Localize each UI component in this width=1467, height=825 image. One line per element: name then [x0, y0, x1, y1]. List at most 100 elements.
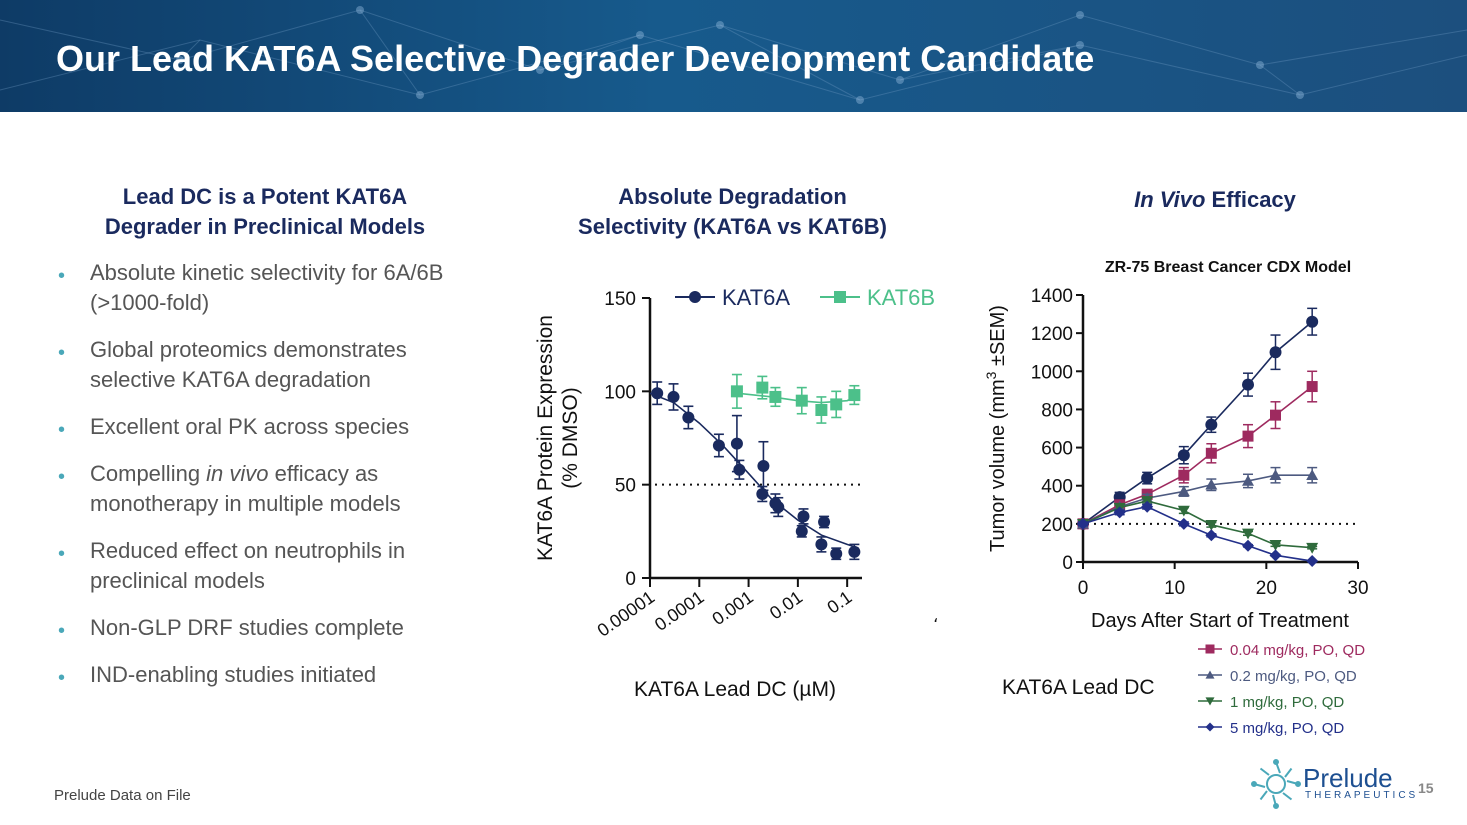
data-point-series-3: [1177, 505, 1190, 517]
right-heading: In Vivo Efficacy: [1050, 185, 1380, 215]
data-point-kat6b: [769, 390, 782, 403]
data-point-series-1: [1178, 469, 1190, 481]
x-tick-label: 0.01: [766, 587, 806, 623]
bullet-item: • Compelling in vivo efficacy as monother…: [58, 459, 478, 519]
data-point-series-0: [1242, 378, 1254, 391]
y-tick-label: 200: [1041, 515, 1073, 536]
y-tick-label: 100: [604, 382, 636, 403]
network-pattern-decoration: [0, 6, 1467, 104]
data-point-kat6a: [848, 545, 861, 558]
data-point-kat6a: [651, 387, 664, 400]
y-axis-label: KAT6A Protein Expression: [534, 315, 557, 561]
legend-label-kat6a: KAT6A: [722, 285, 790, 310]
legend-marker-1: [1205, 644, 1215, 654]
data-point-series-0: [1306, 315, 1319, 328]
x-axis-label: Days After Start of Treatment: [1091, 610, 1349, 632]
data-point-series-2: [1269, 469, 1282, 481]
data-point-kat6a: [815, 538, 828, 551]
data-point-kat6a: [682, 411, 695, 424]
page-number: 15: [1418, 780, 1434, 796]
data-point-kat6a: [795, 525, 808, 538]
bullet-item: • Global proteomics demonstrates selectiv…: [58, 335, 478, 395]
data-point-kat6b: [795, 394, 808, 407]
bullet-text: Global proteomics demonstrates selective…: [90, 337, 407, 392]
in-vivo-efficacy-chart: ZR-75 Breast Cancer CDX Model02004006008…: [983, 259, 1369, 737]
y-tick-label: 50: [615, 476, 636, 497]
data-point-kat6a: [667, 390, 680, 403]
y-tick-label: 1000: [1031, 362, 1073, 383]
data-point-series-2: [1205, 478, 1218, 490]
middle-heading-line1: Absolute Degradation: [618, 184, 847, 209]
left-heading-line2: Degrader in Preclinical Models: [104, 214, 426, 239]
data-point-kat6b: [756, 381, 769, 394]
chart-title: ZR-75 Breast Cancer CDX Model: [1105, 259, 1351, 276]
legend-label-4: 5 mg/kg, PO, QD: [1230, 720, 1344, 737]
y-tick-label: 0: [1062, 553, 1073, 574]
data-point-kat6b: [830, 398, 843, 411]
bullet-item: • Excellent oral PK across species: [58, 412, 478, 442]
data-point-kat6a: [733, 463, 746, 476]
data-point-series-2: [1177, 485, 1190, 497]
y-axis-label-units: (% DMSO): [559, 387, 582, 489]
data-point-kat6a: [757, 460, 770, 472]
data-point-kat6b: [730, 385, 743, 398]
bullet-text: IND-enabling studies initiated: [90, 662, 377, 687]
data-point-series-4: [1113, 506, 1126, 519]
x-tick-label: 0.001: [709, 587, 757, 629]
data-point-series-0: [1177, 449, 1190, 462]
legend-marker-4: [1205, 722, 1215, 732]
data-point-series-2: [1306, 469, 1319, 481]
y-tick-label: 600: [1041, 439, 1073, 460]
x-tick-label: 20: [1256, 578, 1277, 599]
data-point-kat6a: [730, 437, 743, 450]
footnote: Prelude Data on File: [54, 787, 191, 804]
data-point-series-4: [1242, 539, 1254, 552]
data-point-series-3: [1306, 542, 1319, 554]
x-axis-label: KAT6A Lead DC (µM): [634, 678, 836, 701]
bullet-item: • Non-GLP DRF studies complete: [58, 613, 478, 643]
x-tick-label: 30: [1347, 578, 1368, 599]
bullet-dot-icon: •: [58, 667, 66, 689]
data-point-kat6a: [830, 547, 843, 560]
stray-mark: ،: [933, 609, 938, 626]
bullet-dot-icon: •: [58, 419, 66, 441]
middle-heading: Absolute Degradation Selectivity (KAT6A …: [540, 182, 925, 242]
data-point-kat6b: [848, 389, 861, 402]
y-axis-label-main: Tumor volume (mm: [987, 379, 1009, 552]
bullet-dot-icon: •: [58, 543, 66, 565]
y-tick-label: 800: [1041, 400, 1073, 421]
x-tick-label: 0.00001: [594, 587, 659, 641]
legend-marker-2: [1205, 670, 1215, 679]
y-tick-label: 0: [625, 569, 636, 590]
data-point-kat6a: [712, 439, 725, 452]
x-tick-label: 0.0001: [651, 587, 708, 635]
bullet-text-tail: efficacy as monotherapy in multiple mode…: [90, 461, 401, 516]
prelude-logo-icon: [1251, 759, 1301, 809]
left-heading-line1: Lead DC is a Potent KAT6A: [122, 184, 408, 209]
data-point-kat6a: [772, 501, 785, 514]
bullet-item: • IND-enabling studies initiated: [58, 660, 478, 690]
legend-label-1: 0.04 mg/kg, PO, QD: [1230, 642, 1365, 659]
bullet-dot-icon: •: [58, 342, 66, 364]
bullet-list: • Absolute kinetic selectivity for 6A/6B …: [58, 258, 478, 707]
data-point-series-1: [1306, 381, 1318, 393]
data-point-series-3: [1269, 540, 1282, 551]
data-point-series-1: [1270, 409, 1281, 421]
x-tick-label: 10: [1164, 578, 1185, 599]
bullet-text: Reduced effect on neutrophils in preclin…: [90, 538, 406, 593]
data-point-series-0: [1205, 418, 1218, 431]
data-point-series-4: [1077, 517, 1089, 530]
data-point-series-1: [1205, 447, 1217, 459]
bullet-emphasis: in vivo: [206, 461, 269, 486]
data-point-series-4: [1205, 529, 1218, 542]
bullet-item: • Absolute kinetic selectivity for 6A/6B …: [58, 258, 478, 318]
y-axis-label-tail: ±SEM): [987, 305, 1009, 372]
y-tick-label: 1400: [1031, 286, 1073, 307]
data-point-series-1: [1242, 430, 1254, 442]
bullet-text: Absolute kinetic selectivity for 6A/6B (…: [90, 260, 444, 315]
data-point-series-2: [1242, 474, 1254, 486]
bullet-text: Non-GLP DRF studies complete: [90, 615, 404, 640]
right-heading-rest: Efficacy: [1205, 187, 1296, 212]
legend-marker-3: [1205, 697, 1215, 706]
